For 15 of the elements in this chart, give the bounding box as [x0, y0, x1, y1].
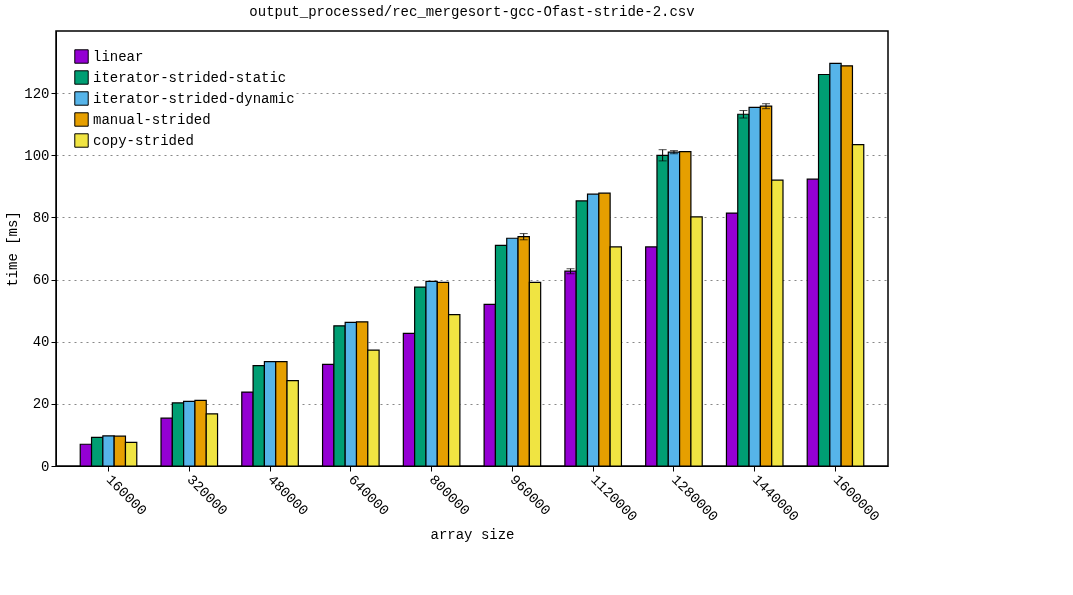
y-tick-label: 120	[24, 85, 50, 102]
y-tick-label: 0	[41, 458, 50, 475]
y-tick-label: 80	[32, 209, 50, 226]
y-tick-label: 20	[32, 396, 50, 413]
x-axis-title: array size	[430, 527, 515, 544]
y-tick-label: 60	[32, 272, 50, 289]
legend-label: iterator-strided-dynamic	[93, 90, 295, 107]
y-tick-label: 100	[24, 147, 50, 164]
legend-label: iterator-strided-static	[93, 69, 287, 86]
y-axis-title: time [ms]	[5, 211, 22, 287]
y-tick-label: 40	[32, 334, 50, 351]
legend-label: manual-strided	[93, 111, 211, 128]
legend-label: copy-strided	[93, 132, 194, 149]
legend-label: linear	[93, 48, 144, 65]
chart-title: output_processed/rec_mergesort-gcc-Ofast-stride-2.csv	[249, 4, 695, 20]
